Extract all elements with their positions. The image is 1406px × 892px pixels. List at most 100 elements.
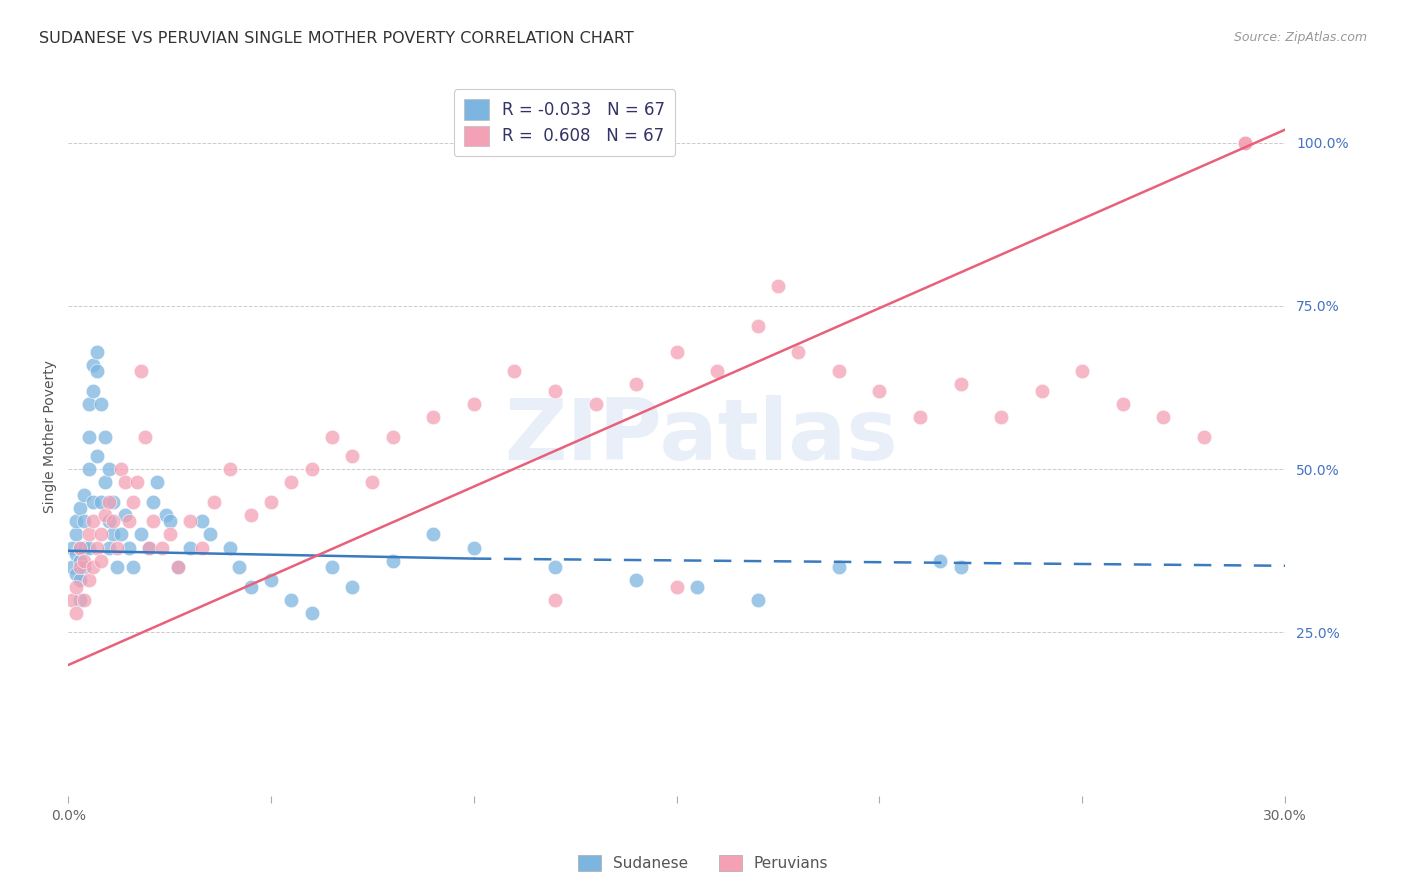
Point: [69, 560, 91, 574]
Point: [381, 553, 404, 567]
Point: [110, 462, 132, 476]
Point: [110, 527, 132, 541]
Point: [544, 592, 567, 607]
Point: [138, 541, 160, 555]
Point: [118, 515, 141, 529]
Point: [77, 541, 100, 555]
Point: [239, 508, 262, 522]
Point: [77, 397, 100, 411]
Point: [82, 495, 104, 509]
Legend: Sudanese, Peruvians: Sudanese, Peruvians: [572, 849, 834, 877]
Point: [239, 580, 262, 594]
Point: [77, 462, 100, 476]
Point: [150, 541, 173, 555]
Point: [86, 449, 108, 463]
Point: [747, 318, 769, 333]
Point: [90, 495, 112, 509]
Point: [503, 364, 526, 378]
Point: [77, 429, 100, 443]
Point: [665, 344, 688, 359]
Point: [129, 364, 152, 378]
Point: [93, 508, 115, 522]
Point: [90, 397, 112, 411]
Point: [1152, 409, 1174, 424]
Point: [624, 573, 647, 587]
Point: [127, 475, 149, 490]
Point: [97, 515, 120, 529]
Point: [179, 515, 201, 529]
Point: [65, 527, 87, 541]
Y-axis label: Single Mother Poverty: Single Mother Poverty: [44, 360, 58, 513]
Point: [191, 541, 214, 555]
Point: [65, 580, 87, 594]
Point: [86, 344, 108, 359]
Point: [280, 475, 302, 490]
Point: [73, 553, 96, 567]
Legend: R = -0.033   N = 67, R =  0.608   N = 67: R = -0.033 N = 67, R = 0.608 N = 67: [454, 89, 675, 156]
Point: [544, 384, 567, 398]
Point: [787, 344, 810, 359]
Point: [86, 364, 108, 378]
Point: [90, 553, 112, 567]
Point: [69, 592, 91, 607]
Point: [77, 573, 100, 587]
Point: [90, 527, 112, 541]
Point: [321, 429, 343, 443]
Point: [301, 606, 323, 620]
Text: Source: ZipAtlas.com: Source: ZipAtlas.com: [1233, 31, 1367, 45]
Point: [146, 475, 169, 490]
Point: [747, 592, 769, 607]
Point: [200, 527, 222, 541]
Point: [60, 592, 83, 607]
Point: [544, 560, 567, 574]
Point: [828, 560, 851, 574]
Point: [949, 377, 972, 392]
Point: [101, 515, 124, 529]
Point: [101, 527, 124, 541]
Point: [77, 527, 100, 541]
Point: [1031, 384, 1053, 398]
Point: [69, 573, 91, 587]
Point: [60, 560, 83, 574]
Point: [65, 515, 87, 529]
Point: [134, 429, 156, 443]
Point: [202, 495, 225, 509]
Point: [82, 384, 104, 398]
Point: [69, 553, 91, 567]
Point: [73, 592, 96, 607]
Point: [82, 358, 104, 372]
Point: [766, 279, 789, 293]
Point: [142, 495, 165, 509]
Point: [665, 580, 688, 594]
Point: [869, 384, 891, 398]
Point: [93, 475, 115, 490]
Point: [422, 409, 444, 424]
Point: [101, 495, 124, 509]
Point: [82, 560, 104, 574]
Point: [129, 527, 152, 541]
Point: [422, 527, 444, 541]
Point: [260, 573, 283, 587]
Point: [65, 606, 87, 620]
Point: [280, 592, 302, 607]
Point: [1071, 364, 1094, 378]
Point: [463, 541, 485, 555]
Point: [949, 560, 972, 574]
Point: [1233, 136, 1256, 150]
Point: [142, 515, 165, 529]
Point: [118, 541, 141, 555]
Point: [86, 541, 108, 555]
Point: [159, 515, 181, 529]
Point: [321, 560, 343, 574]
Point: [73, 515, 96, 529]
Point: [929, 553, 952, 567]
Point: [908, 409, 931, 424]
Point: [65, 566, 87, 581]
Point: [82, 515, 104, 529]
Point: [228, 560, 250, 574]
Point: [1112, 397, 1135, 411]
Point: [60, 541, 83, 555]
Point: [219, 541, 242, 555]
Point: [624, 377, 647, 392]
Point: [138, 541, 160, 555]
